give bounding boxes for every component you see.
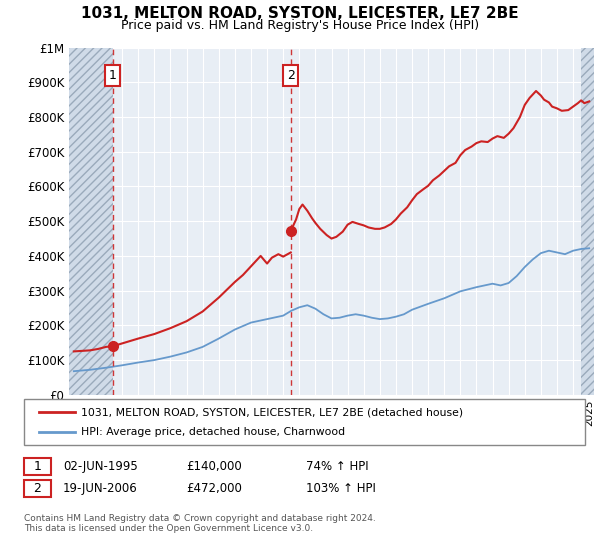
Text: 1031, MELTON ROAD, SYSTON, LEICESTER, LE7 2BE: 1031, MELTON ROAD, SYSTON, LEICESTER, LE… xyxy=(81,6,519,21)
Text: 1: 1 xyxy=(34,460,41,473)
Text: HPI: Average price, detached house, Charnwood: HPI: Average price, detached house, Char… xyxy=(81,427,345,437)
Bar xyxy=(69,48,113,395)
Text: Contains HM Land Registry data © Crown copyright and database right 2024.
This d: Contains HM Land Registry data © Crown c… xyxy=(24,514,376,534)
Text: Price paid vs. HM Land Registry's House Price Index (HPI): Price paid vs. HM Land Registry's House … xyxy=(121,19,479,32)
Text: 103% ↑ HPI: 103% ↑ HPI xyxy=(306,482,376,496)
Text: £472,000: £472,000 xyxy=(186,482,242,496)
Text: 02-JUN-1995: 02-JUN-1995 xyxy=(63,460,138,473)
Text: 2: 2 xyxy=(34,482,41,496)
Bar xyxy=(581,48,594,395)
Text: 2: 2 xyxy=(287,69,295,82)
Text: 1031, MELTON ROAD, SYSTON, LEICESTER, LE7 2BE (detached house): 1031, MELTON ROAD, SYSTON, LEICESTER, LE… xyxy=(81,407,463,417)
Text: 74% ↑ HPI: 74% ↑ HPI xyxy=(306,460,368,473)
Text: 19-JUN-2006: 19-JUN-2006 xyxy=(63,482,138,496)
Text: £140,000: £140,000 xyxy=(186,460,242,473)
Text: 1: 1 xyxy=(109,69,117,82)
